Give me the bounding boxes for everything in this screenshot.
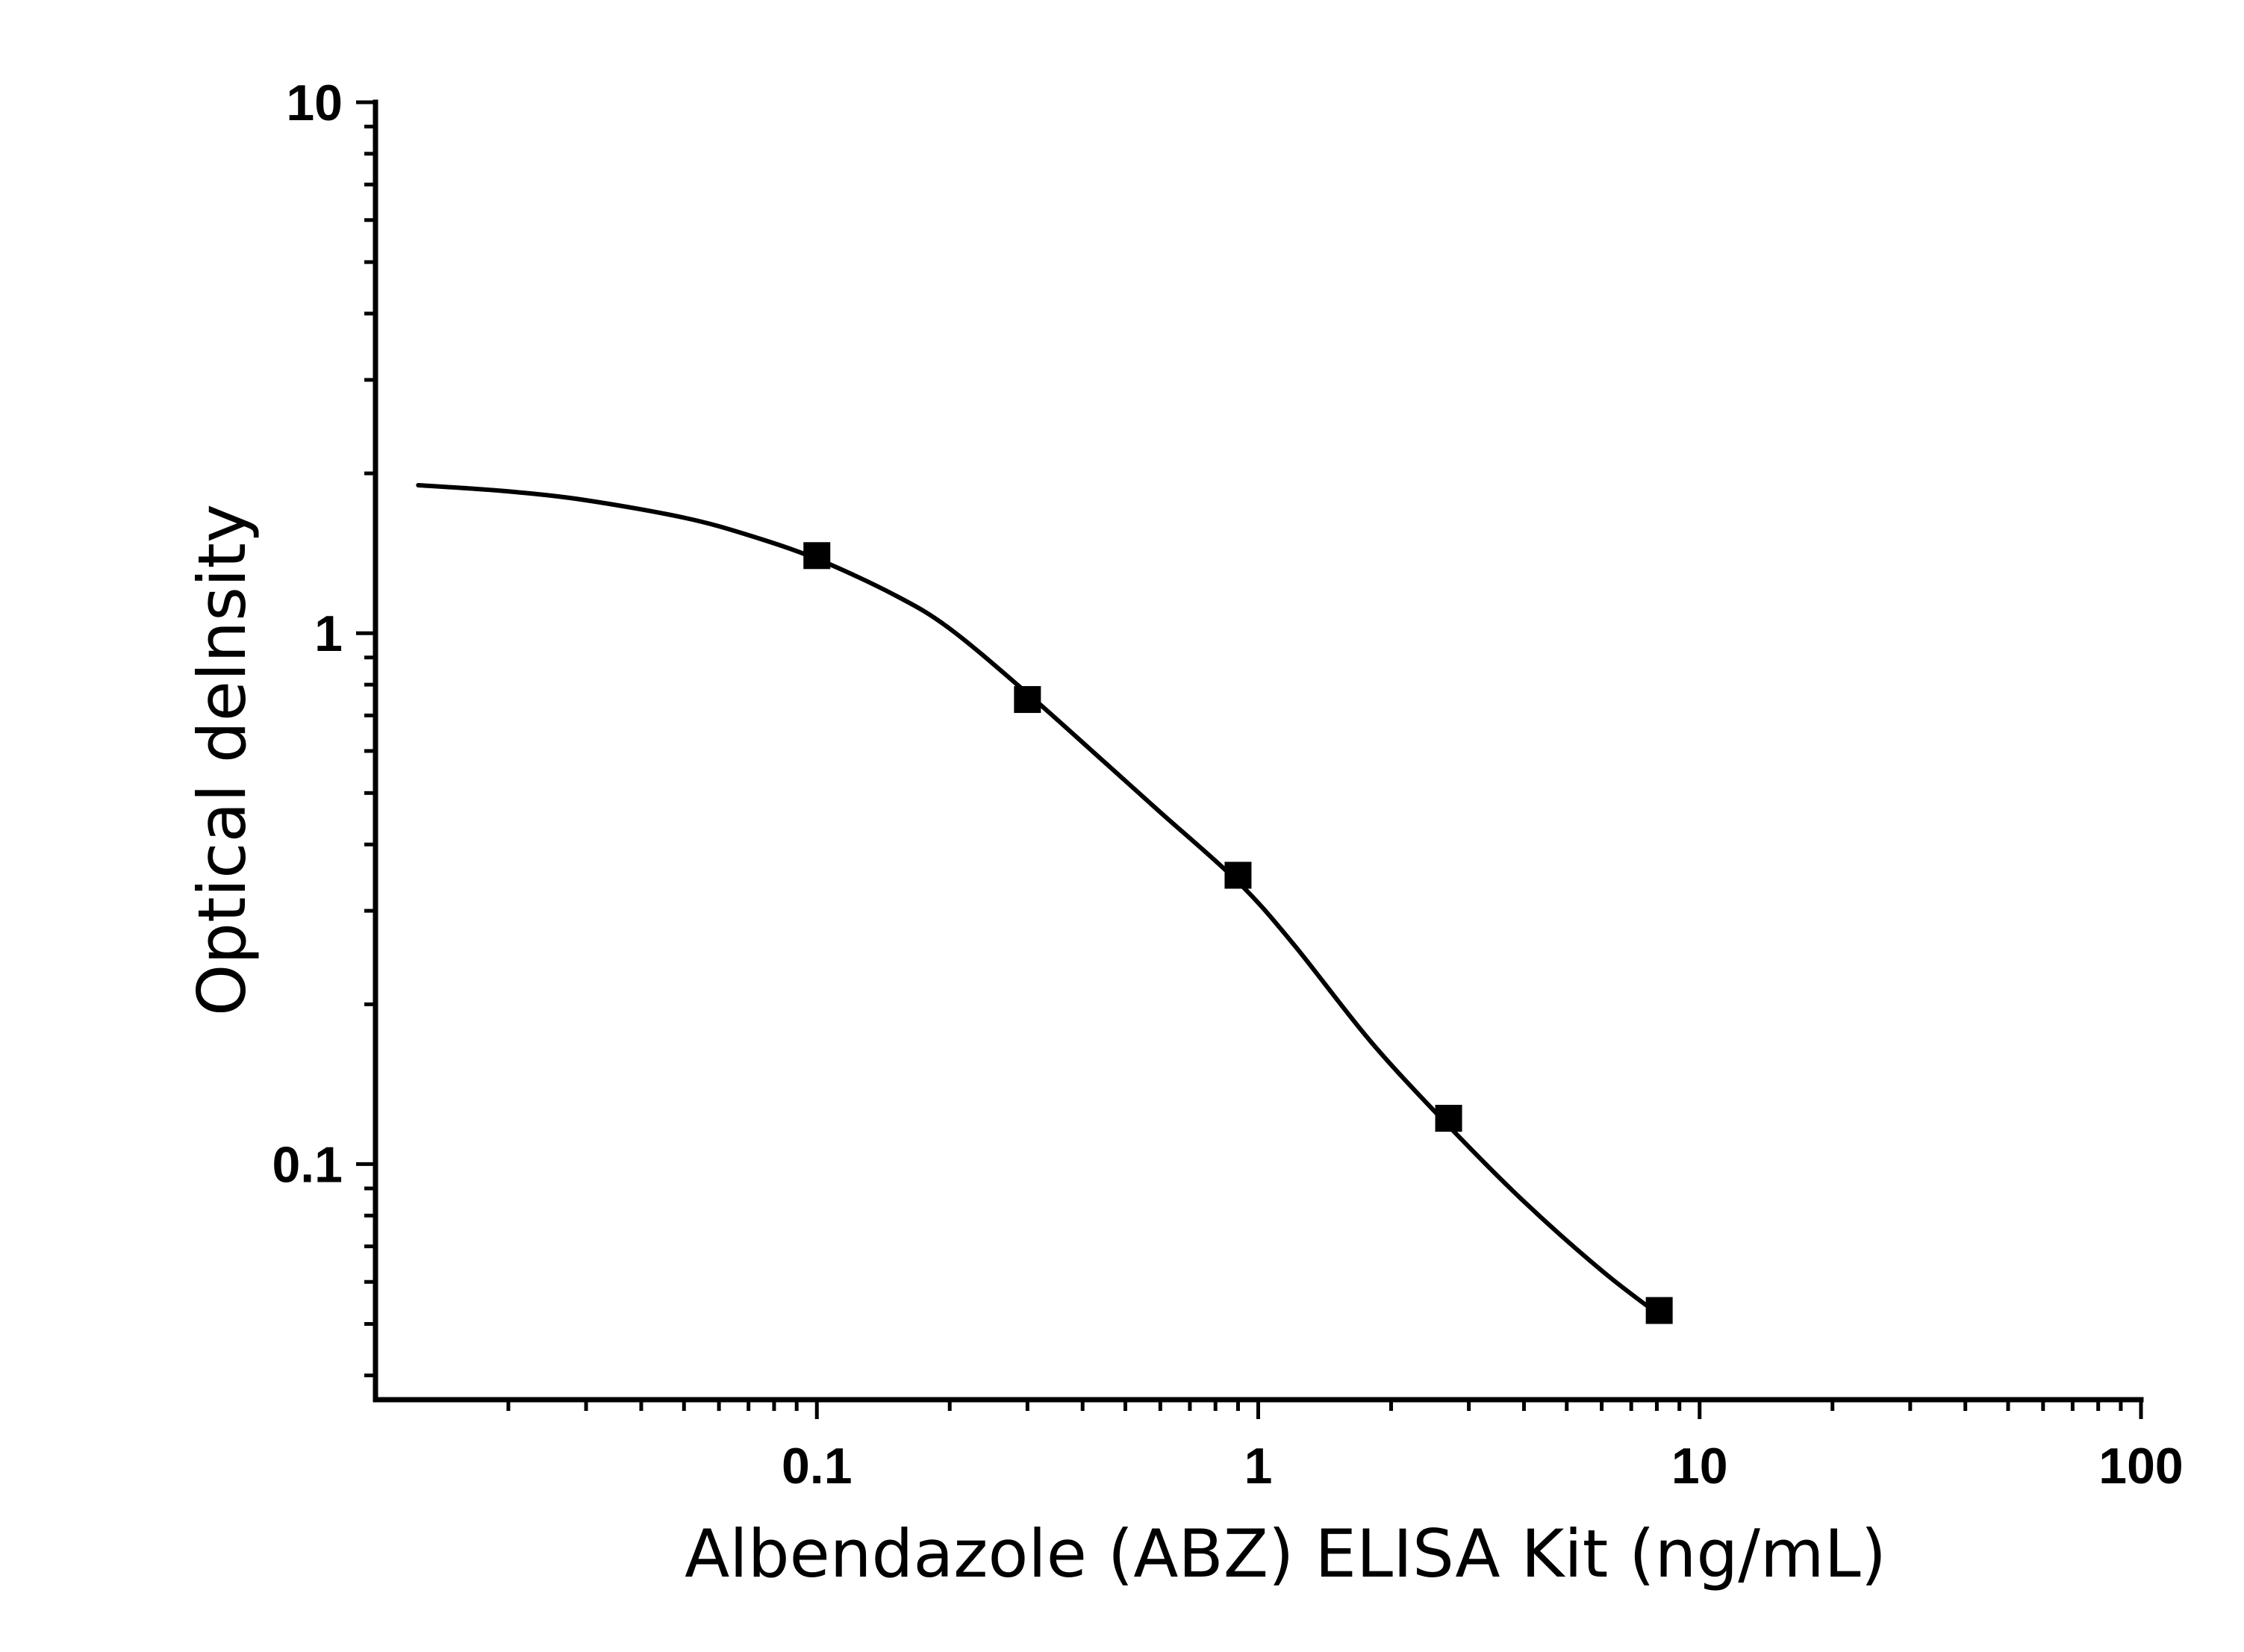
y-tick-label: 0.1 xyxy=(272,1136,343,1193)
data-points xyxy=(803,542,1673,1324)
data-point-marker xyxy=(1014,686,1041,714)
x-tick-label: 1 xyxy=(1244,1438,1273,1494)
x-tick-label: 0.1 xyxy=(782,1438,853,1494)
x-tick-label: 10 xyxy=(1671,1438,1728,1494)
x-tick-label: 100 xyxy=(2098,1438,2183,1494)
y-tick-label: 1 xyxy=(314,605,343,662)
x-axis-title: Albendazole (ABZ) ELISA Kit (ng/mL) xyxy=(685,1515,1886,1592)
fit-curve-line xyxy=(416,483,1662,1318)
y-tick-label: 10 xyxy=(286,75,343,131)
y-axis-title: Optical delnsity xyxy=(184,504,261,1016)
data-point-marker xyxy=(1645,1297,1673,1324)
data-point-marker xyxy=(1224,861,1252,889)
axis-labels: Albendazole (ABZ) ELISA Kit (ng/mL) Opti… xyxy=(184,504,1886,1592)
axes: 0.1 1 10 100 0.1 1 10 xyxy=(272,75,2183,1494)
data-point-marker xyxy=(803,542,831,570)
data-point-marker xyxy=(1435,1105,1462,1132)
fit-curve-layer xyxy=(416,483,1662,1318)
